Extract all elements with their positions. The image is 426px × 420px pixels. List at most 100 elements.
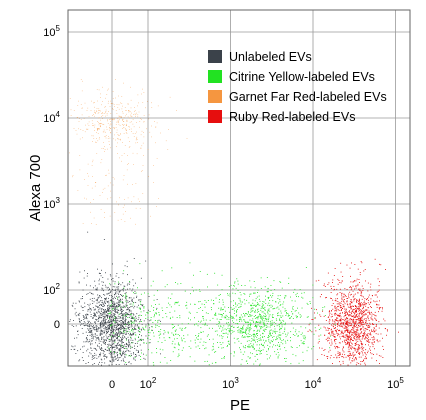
- data-point: [207, 300, 209, 301]
- data-point: [268, 318, 269, 320]
- data-point: [125, 316, 126, 318]
- data-point: [134, 110, 136, 111]
- data-point: [363, 296, 364, 298]
- data-point: [181, 339, 183, 341]
- data-point: [100, 110, 101, 112]
- data-point: [368, 344, 369, 346]
- data-point: [221, 358, 223, 359]
- data-point: [127, 336, 129, 338]
- data-point: [207, 334, 209, 336]
- data-point: [337, 351, 339, 353]
- data-point: [259, 313, 260, 315]
- data-point: [252, 307, 254, 309]
- data-point: [352, 290, 354, 292]
- data-point: [265, 295, 266, 297]
- data-point: [334, 313, 336, 315]
- data-point: [358, 317, 360, 319]
- data-point: [307, 304, 309, 305]
- data-point: [231, 316, 233, 318]
- data-point: [113, 127, 114, 129]
- data-point: [103, 350, 104, 352]
- data-point: [185, 305, 187, 307]
- data-point: [116, 336, 118, 338]
- data-point: [112, 109, 114, 110]
- data-point: [250, 328, 252, 330]
- data-point: [181, 323, 183, 325]
- data-point: [246, 313, 248, 314]
- data-point: [356, 319, 358, 320]
- data-point: [346, 298, 348, 299]
- data-point: [109, 326, 111, 327]
- data-point: [329, 318, 331, 320]
- legend-swatch: [208, 90, 222, 103]
- data-point: [200, 338, 202, 340]
- data-point: [91, 298, 93, 299]
- data-point: [240, 305, 242, 307]
- data-point: [156, 313, 157, 315]
- data-point: [105, 342, 106, 343]
- data-point: [89, 334, 91, 336]
- data-point: [126, 309, 128, 311]
- data-point: [125, 323, 126, 324]
- data-point: [116, 325, 118, 327]
- data-point: [132, 339, 134, 341]
- data-point: [365, 320, 367, 322]
- data-point: [268, 317, 270, 319]
- data-point: [131, 116, 133, 117]
- data-point: [101, 159, 103, 160]
- data-point: [106, 329, 108, 331]
- data-point: [98, 108, 100, 110]
- data-point: [264, 342, 265, 344]
- data-point: [378, 304, 380, 306]
- data-point: [350, 336, 351, 338]
- data-point: [77, 334, 79, 336]
- data-point: [359, 334, 361, 336]
- data-point: [107, 185, 109, 187]
- data-point: [247, 321, 249, 323]
- data-point: [270, 335, 272, 337]
- data-point: [343, 339, 345, 341]
- data-point: [124, 356, 125, 358]
- data-point: [244, 293, 246, 295]
- data-point: [307, 346, 309, 348]
- data-point: [130, 315, 132, 317]
- data-point: [119, 349, 120, 351]
- data-point: [101, 321, 103, 323]
- data-point: [134, 113, 136, 115]
- data-point: [98, 283, 100, 285]
- data-point: [105, 97, 106, 99]
- data-point: [269, 300, 271, 301]
- data-point: [249, 314, 251, 315]
- data-point: [174, 338, 175, 340]
- data-point: [245, 345, 246, 347]
- data-point: [218, 325, 220, 327]
- data-point: [335, 330, 337, 332]
- data-point: [341, 310, 342, 311]
- data-point: [226, 329, 227, 331]
- data-point: [125, 332, 127, 334]
- data-point: [342, 324, 344, 326]
- data-point: [257, 304, 258, 305]
- data-point: [97, 121, 98, 122]
- data-point: [117, 324, 118, 326]
- data-point: [111, 319, 112, 321]
- data-point: [356, 299, 358, 301]
- data-point: [337, 293, 339, 295]
- data-point: [268, 333, 270, 335]
- data-point: [111, 345, 112, 347]
- data-point: [275, 332, 276, 334]
- data-point: [251, 338, 253, 339]
- data-point: [109, 361, 111, 363]
- data-point: [279, 299, 281, 301]
- data-point: [196, 337, 197, 339]
- data-point: [92, 123, 94, 124]
- data-point: [288, 277, 290, 279]
- data-point: [306, 350, 308, 352]
- data-point: [244, 285, 246, 286]
- data-point: [331, 288, 332, 289]
- data-point: [285, 333, 286, 335]
- data-point: [284, 295, 286, 297]
- data-point: [171, 293, 173, 295]
- data-point: [242, 326, 244, 328]
- data-point: [374, 311, 376, 313]
